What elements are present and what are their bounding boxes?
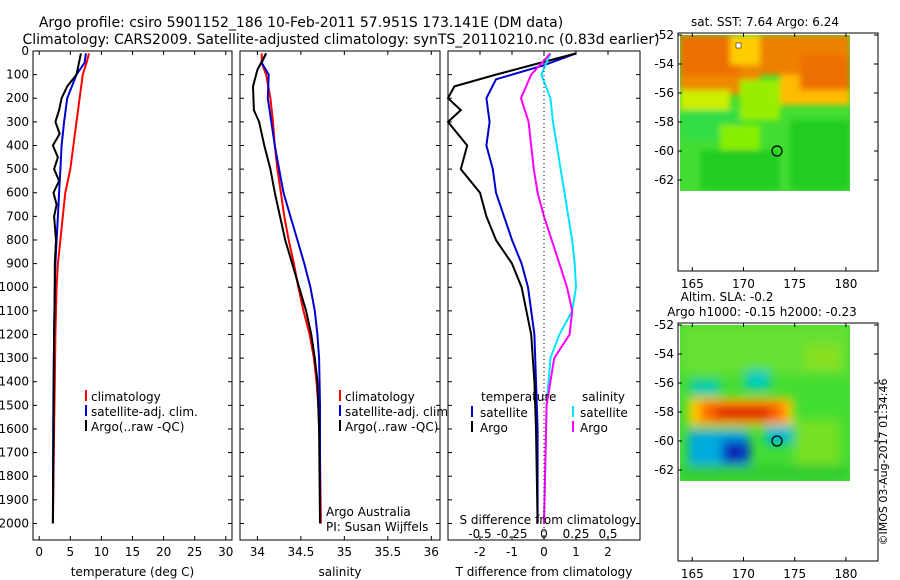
- x-tick-label: 15: [125, 545, 140, 559]
- legend-label: Argo: [580, 421, 608, 435]
- map-x-tick-label: 180: [834, 567, 857, 580]
- map-y-tick-label: -58: [654, 405, 674, 419]
- legend-label: satellite-adj. clim.: [345, 405, 452, 419]
- figure-title-line2: Climatology: CARS2009. Satellite-adjuste…: [22, 32, 659, 48]
- y-tick-label: 1600: [0, 422, 29, 436]
- top-x-tick-label: 0: [540, 527, 548, 541]
- x-tick-label: 0: [35, 545, 43, 559]
- top-x-axis-label: S difference from climatology: [460, 513, 637, 527]
- x-tick-label: -1: [506, 545, 518, 559]
- legend-header-temperature: temperature: [481, 390, 556, 404]
- map-x-tick-label: 165: [681, 567, 704, 580]
- map-y-tick-label: -62: [654, 173, 674, 187]
- map-x-tick-label: 165: [681, 277, 704, 291]
- top-x-tick-label: -0.25: [496, 527, 527, 541]
- legend-label: satellite: [480, 406, 528, 420]
- map-x-tick-label: 175: [783, 567, 806, 580]
- legend-label: Argo(..raw -QC): [345, 420, 438, 434]
- y-tick-label: 800: [6, 233, 29, 247]
- y-tick-label: 500: [6, 162, 29, 176]
- annotation-pi: PI: Susan Wijffels: [326, 520, 428, 534]
- salinity-profile-panel: 34 34.5 35 35.5 36 salinity climatologysatelli…: [240, 51, 452, 579]
- x-tick-label: 35.5: [374, 545, 401, 559]
- imos-timestamp-stamp: ©IMOS 03-Aug-2017 01:34:46: [877, 379, 890, 546]
- figure-title-line1: Argo profile: csiro 5901152_186 10-Feb-2…: [39, 15, 563, 31]
- sst-heatmap: [680, 35, 850, 191]
- y-tick-label: 700: [6, 209, 29, 223]
- x-tick-label: 35: [337, 545, 352, 559]
- x-tick-label: 5: [66, 545, 74, 559]
- y-tick-label: 300: [6, 115, 29, 129]
- map-x-tick-label: 175: [783, 277, 806, 291]
- map-x-tick-label: 170: [732, 277, 755, 291]
- legend-label: climatology: [345, 390, 415, 404]
- x-tick-label: 1: [572, 545, 580, 559]
- annotation-institution: Argo Australia: [326, 505, 411, 519]
- map-y-tick-label: -52: [654, 28, 674, 42]
- map-y-tick-label: -58: [654, 115, 674, 129]
- x-axis-label: salinity: [318, 565, 361, 579]
- y-tick-label: 1500: [0, 398, 29, 412]
- y-tick-label: 1300: [0, 351, 29, 365]
- map-y-tick-label: -52: [654, 318, 674, 332]
- x-tick-label: -2: [474, 545, 486, 559]
- sst-map-title: sat. SST: 7.64 Argo: 6.24: [691, 15, 839, 29]
- sla-map-title: Altim. SLA: -0.2: [681, 290, 774, 304]
- legend-label: satellite: [580, 406, 628, 420]
- top-x-tick-label: 0.5: [598, 527, 617, 541]
- map-y-tick-label: -56: [654, 376, 674, 390]
- map-y-tick-label: -60: [654, 144, 674, 158]
- x-tick-label: 0: [540, 545, 548, 559]
- legend-label: Argo(..raw -QC): [91, 420, 184, 434]
- x-tick-label: 34.5: [288, 545, 315, 559]
- y-tick-label: 1700: [0, 446, 29, 460]
- x-tick-label: 10: [94, 545, 109, 559]
- map-x-tick-label: 180: [834, 277, 857, 291]
- legend-label: climatology: [91, 390, 161, 404]
- y-tick-label: 1900: [0, 493, 29, 507]
- x-tick-label: 20: [156, 545, 171, 559]
- y-tick-label: 400: [6, 138, 29, 152]
- y-tick-label: 0: [21, 44, 29, 58]
- y-tick-label: 1800: [0, 469, 29, 483]
- argo-profile-figure: Argo profile: csiro 5901152_186 10-Feb-2…: [0, 0, 900, 580]
- map-y-tick-label: -54: [654, 347, 674, 361]
- map-y-tick-label: -54: [654, 57, 674, 71]
- salinity-axes-box: [240, 51, 440, 540]
- map-y-tick-label: -60: [654, 434, 674, 448]
- y-tick-label: 2000: [0, 516, 29, 530]
- y-tick-label: 1000: [0, 280, 29, 294]
- y-tick-label: 900: [6, 257, 29, 271]
- x-tick-label: 25: [187, 545, 202, 559]
- difference-profile-panel: -2 -1 0 1 2 T difference from climatology -0.5…: [448, 51, 640, 579]
- y-tick-label: 600: [6, 186, 29, 200]
- sla-map-subtitle: Argo h1000: -0.15 h2000: -0.23: [667, 305, 857, 319]
- x-tick-label: 30: [218, 545, 233, 559]
- x-tick-label: 36: [424, 545, 439, 559]
- y-tick-label: 1200: [0, 327, 29, 341]
- top-x-tick-label: -0.5: [468, 527, 491, 541]
- legend-label: satellite-adj. clim.: [91, 405, 198, 419]
- x-axis-label: temperature (deg C): [71, 565, 194, 579]
- map-y-tick-label: -62: [654, 463, 674, 477]
- y-tick-label: 1400: [0, 375, 29, 389]
- y-tick-label: 1100: [0, 304, 29, 318]
- sla-heatmap: [680, 325, 850, 481]
- x-axis-label: T difference from climatology: [455, 565, 633, 579]
- y-tick-label: 200: [6, 91, 29, 105]
- legend-label: Argo: [480, 421, 508, 435]
- x-tick-label: 2: [604, 545, 612, 559]
- x-tick-label: 34: [250, 545, 265, 559]
- legend-header-salinity: salinity: [582, 390, 625, 404]
- top-x-tick-label: 0.25: [563, 527, 590, 541]
- temperature-profile-panel: 0 5 10 15 20 25 30 temperature (deg C) 0 100 200 30…: [0, 44, 233, 579]
- map-y-tick-label: -56: [654, 86, 674, 100]
- y-tick-label: 100: [6, 68, 29, 82]
- map-x-tick-label: 170: [732, 567, 755, 580]
